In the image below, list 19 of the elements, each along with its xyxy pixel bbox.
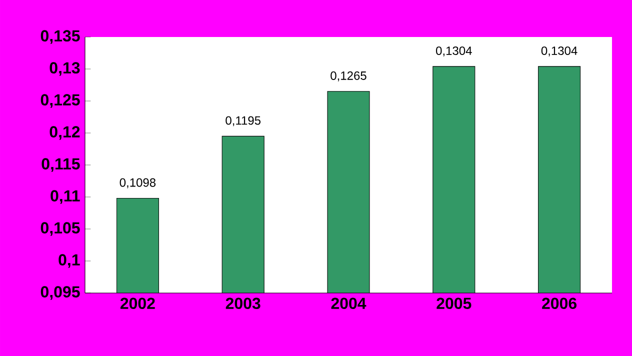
data-label: 0,1304 (541, 46, 578, 56)
x-tick-label: 2002 (120, 298, 155, 310)
x-tick-label: 2004 (331, 298, 366, 310)
data-label: 0,1265 (330, 71, 366, 82)
y-tick-label: 0,1 (58, 254, 80, 268)
x-tick-label: 2003 (226, 298, 260, 310)
y-tick-label: 0,095 (40, 286, 80, 300)
data-label: 0,1098 (120, 178, 156, 188)
y-tick-label: 0,12 (50, 126, 80, 140)
x-tick-label: 2005 (436, 298, 472, 310)
y-tick-label: 0,115 (42, 158, 80, 172)
data-label: 0,1304 (436, 46, 472, 56)
y-tick-label: 0,105 (40, 222, 80, 236)
y-tick-label: 0,125 (40, 94, 80, 108)
x-tick-label: 2006 (542, 298, 577, 310)
y-tick-label: 0,135 (40, 30, 80, 44)
y-tick-label: 0,13 (50, 62, 80, 76)
data-label: 0,1195 (226, 116, 260, 126)
y-tick-label: 0,11 (50, 190, 80, 204)
